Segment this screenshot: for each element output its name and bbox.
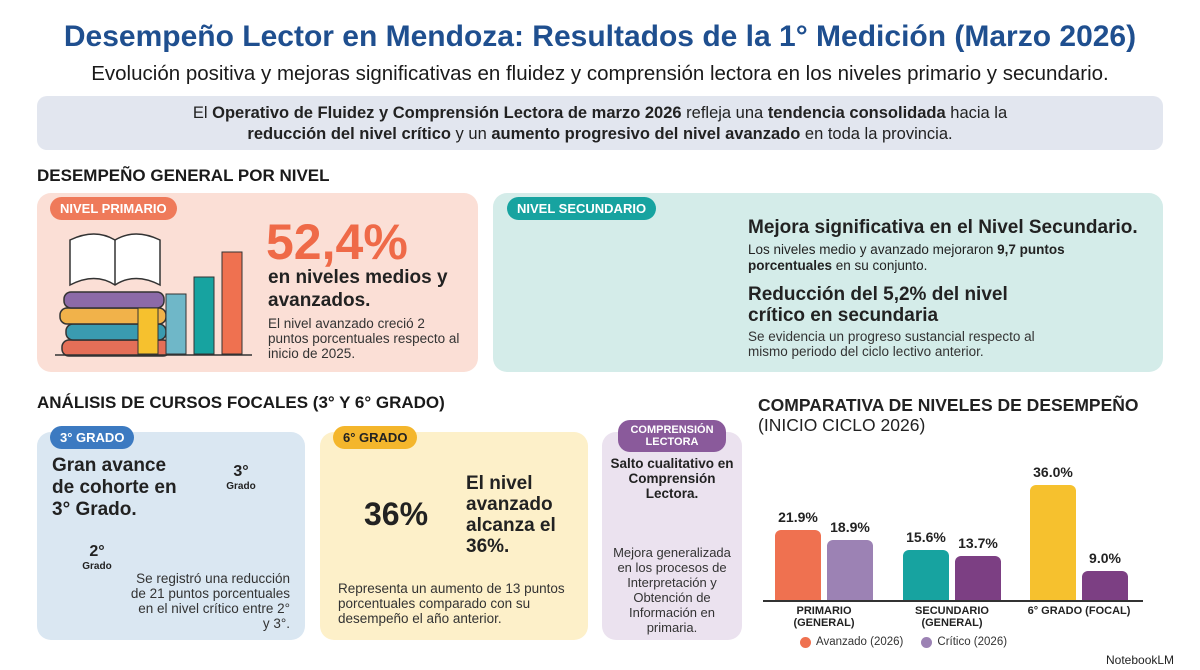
- text-run: en toda la provincia.: [800, 125, 953, 143]
- pin-number: 2°: [89, 543, 105, 560]
- value-label: 36.0%: [1033, 463, 1073, 480]
- body-text: Se evidencia un progreso sustancial resp…: [748, 329, 1035, 359]
- x-tick-label: PRIMARIO (GENERAL): [793, 605, 855, 629]
- bar: [1030, 484, 1076, 600]
- text-run: tendencia consolidada: [767, 104, 946, 122]
- text-run: en su conjunto.: [832, 258, 928, 273]
- chart-subtitle: (INICIO CICLO 2026): [758, 415, 926, 435]
- badge: NIVEL PRIMARIO: [50, 197, 177, 220]
- body-text: El nivel avanzado creció 2 puntos porcen…: [268, 316, 460, 361]
- text-run: 9,7 puntos porcentuales: [748, 242, 1069, 273]
- bar: [1082, 571, 1128, 600]
- legend-item: Crítico (2026): [921, 636, 1007, 648]
- value-label: 15.6%: [906, 529, 946, 546]
- subtitle: Evolución positiva y mejoras significati…: [91, 62, 1109, 85]
- section-title: ANÁLISIS DE CURSOS FOCALES (3° Y 6° GRAD…: [37, 393, 445, 412]
- intro-text: El Operativo de Fluidez y Comprensión Le…: [160, 103, 1040, 145]
- legend-item: Avanzado (2026): [800, 636, 903, 648]
- text-run: refleja una: [681, 104, 768, 122]
- text-run: Los niveles medio y avanzado mejoraron: [748, 242, 998, 257]
- badge: 6° GRADO: [333, 426, 418, 449]
- text-run: y un: [450, 125, 492, 143]
- value-label: 18.9%: [830, 518, 870, 535]
- section-title: DESEMPEÑO GENERAL POR NIVEL: [37, 166, 330, 185]
- secundario-card: [493, 193, 1163, 372]
- value-label: 13.7%: [958, 535, 998, 552]
- x-axis: [763, 600, 1143, 602]
- comprension-card: [602, 432, 742, 640]
- text-run: aumento progresivo del nivel avanzado: [491, 125, 801, 143]
- title: Desempeño Lector en Mendoza: Resultados …: [63, 20, 1137, 53]
- brand: NotebookLM: [1106, 653, 1175, 667]
- pin-number: 3°: [233, 463, 249, 480]
- legend-label: Avanzado (2026): [816, 636, 904, 648]
- bar: [827, 539, 873, 600]
- heading: Salto cualitativo en Comprensión Lectora…: [610, 456, 734, 501]
- donut-label: 36%: [363, 496, 429, 532]
- body-text: Mejora generalizada en los procesos de I…: [613, 545, 731, 635]
- legend-label: Crítico (2026): [937, 636, 1008, 648]
- text-run: reducción del nivel crítico: [247, 125, 451, 143]
- heading: Mejora significativa en el Nivel Secunda…: [748, 217, 1138, 238]
- legend: Avanzado (2026) Crítico (2026): [800, 636, 1007, 648]
- body-text: Se registró una reducción de 21 puntos p…: [130, 571, 290, 631]
- bar: [775, 529, 821, 600]
- pin-label: Grado: [82, 561, 112, 572]
- pin-label: Grado: [226, 481, 256, 492]
- grado6-card: [320, 432, 588, 640]
- value-label: 21.9%: [778, 508, 818, 525]
- text-run: hacia la: [945, 104, 1012, 122]
- bar: [955, 556, 1001, 600]
- badge: COMPRENSIÓN LECTORA: [618, 420, 726, 452]
- big-stat: 52,4%: [266, 214, 408, 270]
- value-label: 9.0%: [1089, 550, 1121, 567]
- headline: en niveles medios y avanzados.: [268, 267, 448, 311]
- badge: NIVEL SECUNDARIO: [507, 197, 657, 220]
- legend-swatch: [921, 636, 933, 648]
- x-tick-label: SECUNDARIO (GENERAL): [915, 605, 989, 629]
- chart-title: COMPARATIVA DE NIVELES DE DESEMPEÑO: [758, 395, 1139, 415]
- badge: 3° GRADO: [50, 426, 135, 449]
- grado3-card: [37, 432, 305, 640]
- heading: El nivel avanzado alcanza el 36%.: [466, 473, 556, 557]
- x-tick-label: 6° GRADO (FOCAL): [1027, 605, 1131, 617]
- body-text: Representa un aumento de 13 puntos porce…: [338, 581, 565, 626]
- body-text: Los niveles medio y avanzado mejoraron 9…: [748, 242, 1068, 274]
- legend-swatch: [800, 636, 811, 648]
- text-run: El: [192, 104, 213, 122]
- text-run: Operativo de Fluidez y Comprensión Lecto…: [212, 104, 682, 122]
- intro-box: [37, 96, 1163, 150]
- bar: [903, 550, 949, 600]
- heading: Reducción del 5,2% del nivel crítico en …: [748, 284, 1008, 326]
- heading: Gran avance de cohorte en 3° Grado.: [52, 455, 177, 520]
